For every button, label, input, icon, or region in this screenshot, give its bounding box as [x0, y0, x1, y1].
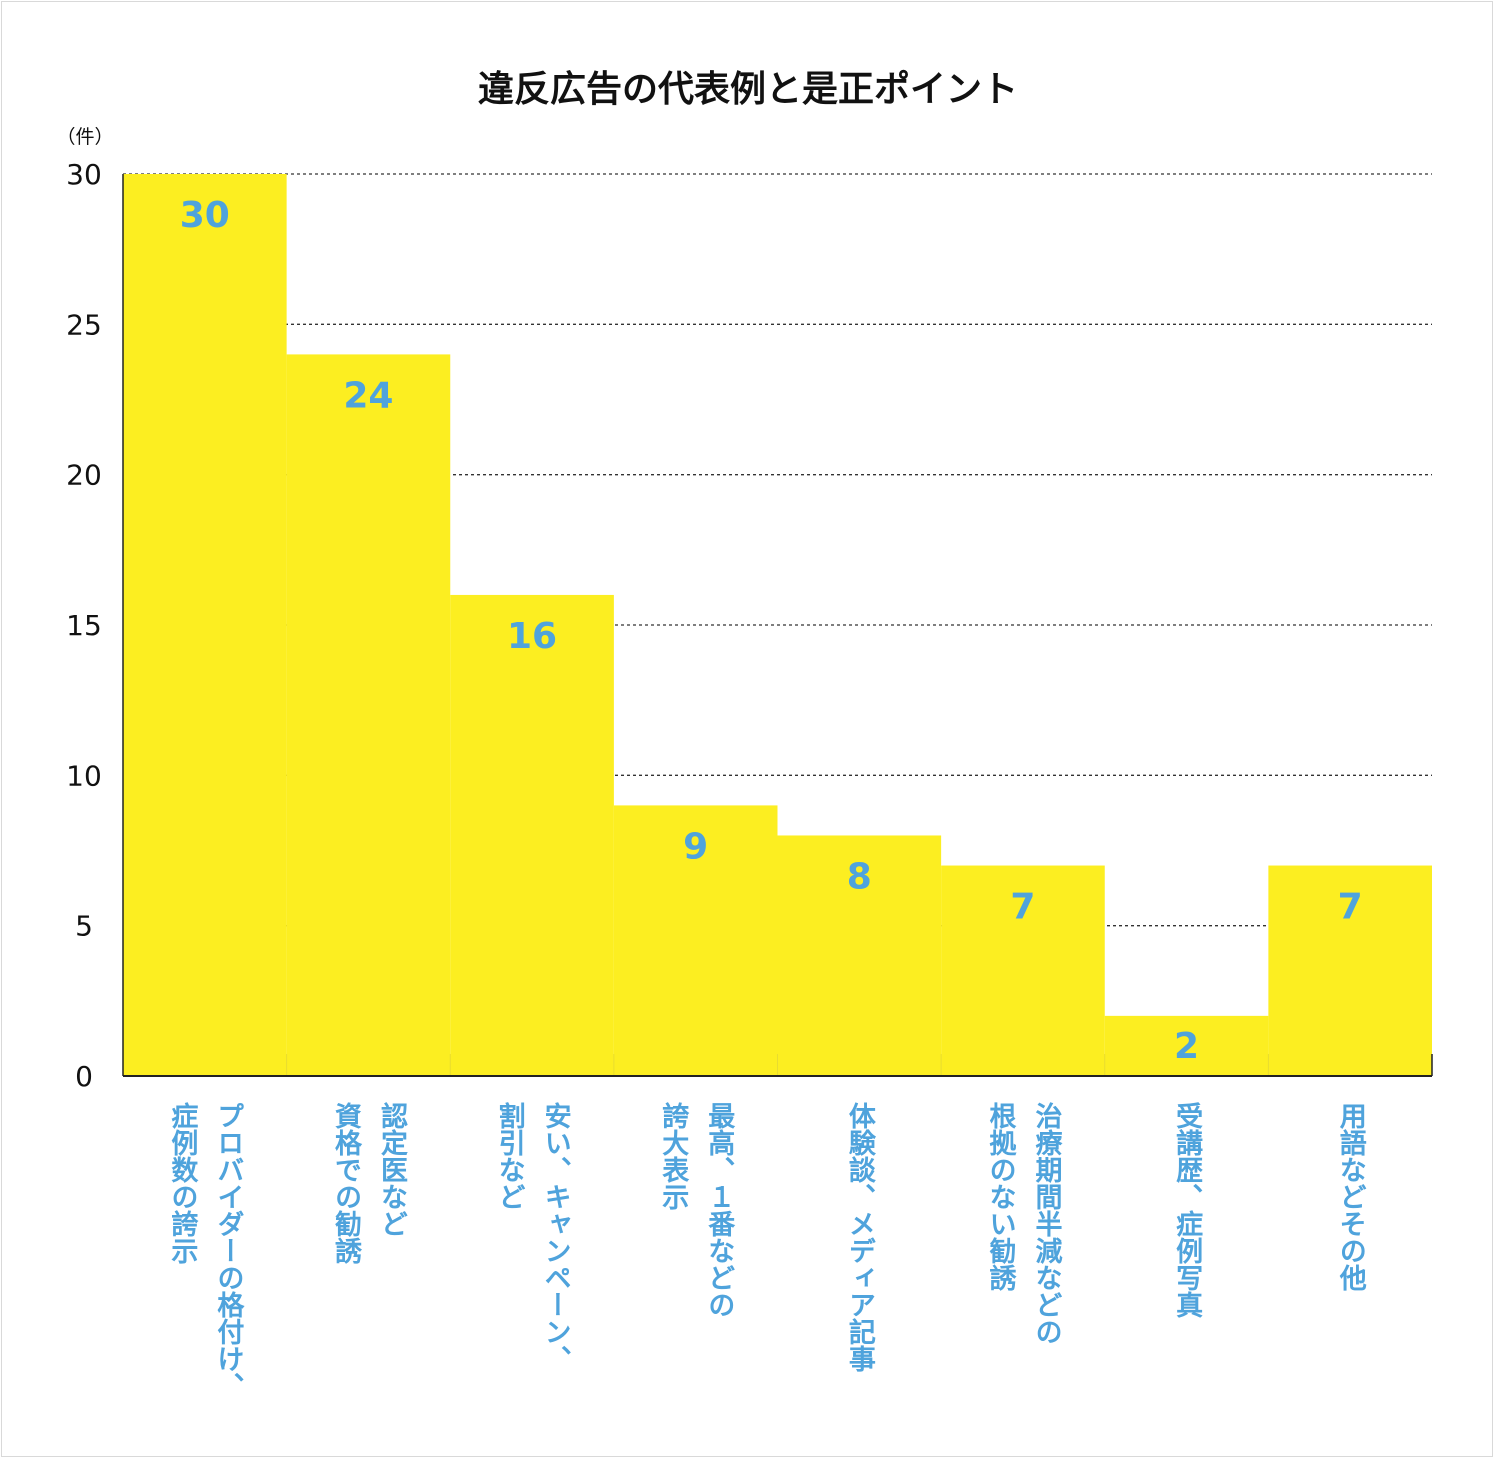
y-tick-label: 0 [75, 1060, 93, 1093]
x-category-label: 資格での勧誘 [330, 1102, 362, 1265]
x-category-label: 認定医など [376, 1101, 408, 1237]
x-category-label: 受講歴、症例写真 [1171, 1101, 1203, 1318]
bar [941, 865, 1105, 1076]
bar [1268, 865, 1432, 1076]
y-tick-label: 25 [66, 308, 102, 341]
y-tick-label: 30 [66, 158, 102, 191]
bar-value-label: 2 [1174, 1026, 1199, 1067]
bar [450, 594, 614, 1076]
x-category-label: 症例数の誇示 [166, 1102, 198, 1264]
x-category-label: 誇大表示 [657, 1101, 689, 1210]
x-category-label: 安い、キャンペーン、 [540, 1102, 571, 1372]
chart-title: 違反広告の代表例と是正ポイント [478, 68, 1018, 110]
bar [777, 835, 942, 1076]
x-category-label: 用語などその他 [1335, 1102, 1368, 1291]
y-tick-label: 10 [66, 759, 102, 792]
bar [1104, 1015, 1269, 1076]
x-category-label: プロバイダーの格付け、 [212, 1102, 244, 1399]
y-tick-label: 20 [66, 459, 102, 492]
y-tick-label: 15 [66, 609, 102, 642]
x-category-label: 治療期間半減などの [1030, 1102, 1062, 1345]
bar [286, 354, 451, 1076]
x-category-label: 最高、１番などの [703, 1102, 735, 1318]
x-category-label: 体験談、メディア記事 [844, 1102, 876, 1373]
x-category-label: 根拠のない勧誘 [984, 1102, 1016, 1292]
bar-value-label: 30 [180, 195, 230, 236]
bar-value-label: 7 [1010, 887, 1035, 928]
bar-value-label: 8 [847, 856, 872, 897]
bar-value-label: 16 [507, 616, 557, 657]
bar-value-label: 9 [683, 826, 708, 867]
y-axis-unit-label: （件） [56, 126, 113, 148]
bar [613, 805, 778, 1076]
bar-value-label: 24 [343, 375, 393, 416]
x-category-label: 割引など [494, 1101, 525, 1210]
bar [123, 174, 287, 1076]
y-tick-label: 5 [75, 910, 93, 943]
bar-value-label: 7 [1338, 887, 1363, 928]
